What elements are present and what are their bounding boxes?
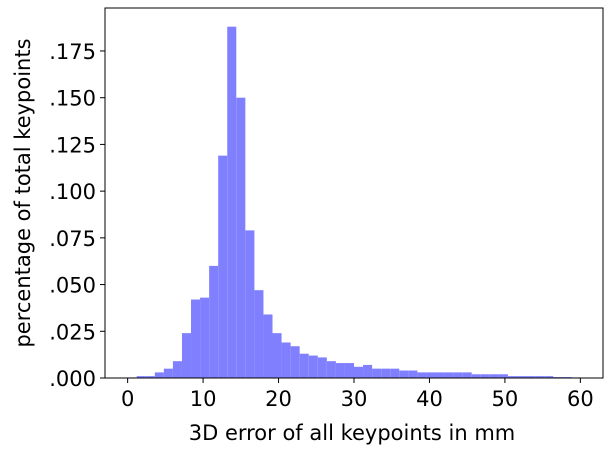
- bar: [372, 368, 382, 378]
- bar: [363, 364, 373, 378]
- y-tick-label: .150: [49, 87, 96, 111]
- bar: [516, 376, 527, 378]
- bar: [535, 376, 545, 378]
- bar: [136, 376, 146, 378]
- y-axis-label: percentage of total keypoints: [11, 38, 35, 347]
- y-tick-label: .075: [49, 227, 96, 251]
- bar: [254, 290, 264, 378]
- bar: [507, 376, 517, 378]
- bar: [218, 155, 228, 378]
- y-tick-label: .050: [49, 274, 96, 298]
- bar: [381, 368, 391, 378]
- bar: [263, 314, 273, 378]
- bar: [145, 376, 155, 378]
- bar: [471, 374, 481, 378]
- y-tick-label: .100: [49, 180, 96, 204]
- bar: [390, 368, 400, 378]
- y-tick-label: .175: [49, 40, 96, 64]
- bar: [308, 355, 318, 378]
- bar: [236, 97, 246, 379]
- x-axis-label: 3D error of all keypoints in mm: [189, 421, 516, 445]
- bar: [335, 363, 345, 378]
- bar: [163, 368, 173, 378]
- bar: [245, 230, 255, 378]
- bar: [444, 372, 454, 378]
- bar: [544, 376, 554, 378]
- y-tick-label: .025: [49, 320, 96, 344]
- bar: [426, 372, 436, 378]
- x-tick-label: 10: [190, 387, 217, 411]
- bar: [227, 26, 237, 379]
- x-tick-label: 20: [265, 387, 292, 411]
- bar: [326, 361, 336, 378]
- x-tick-label: 50: [492, 387, 519, 411]
- plot-frame: [104, 7, 604, 379]
- x-tick-label: 40: [416, 387, 443, 411]
- bar: [408, 370, 418, 378]
- y-tick-label: .000: [49, 367, 96, 391]
- bar: [344, 363, 354, 378]
- bar: [299, 353, 309, 378]
- bar: [191, 299, 201, 378]
- bar: [181, 333, 192, 378]
- bar: [317, 357, 327, 378]
- bar: [435, 372, 445, 378]
- x-tick-label: 30: [341, 387, 368, 411]
- bar: [417, 372, 427, 378]
- bar: [498, 374, 508, 378]
- bar: [453, 372, 463, 378]
- bar: [399, 370, 409, 378]
- bar: [489, 374, 499, 378]
- bar: [209, 265, 219, 378]
- bar: [462, 372, 472, 378]
- bar: [172, 361, 182, 378]
- bar: [354, 366, 364, 378]
- bar: [290, 346, 300, 378]
- bar: [281, 342, 291, 378]
- bar: [480, 374, 490, 378]
- x-tick-label: 60: [567, 387, 594, 411]
- bar: [200, 297, 210, 378]
- y-tick-label: .125: [49, 133, 96, 157]
- bar: [526, 376, 536, 378]
- x-tick-label: 0: [121, 387, 134, 411]
- bar: [154, 372, 164, 378]
- bar: [272, 333, 282, 378]
